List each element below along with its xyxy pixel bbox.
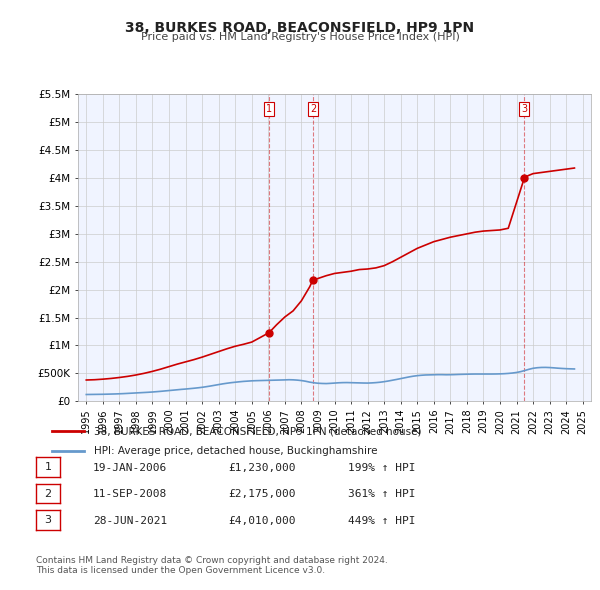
Text: 38, BURKES ROAD, BEACONSFIELD, HP9 1PN: 38, BURKES ROAD, BEACONSFIELD, HP9 1PN xyxy=(125,21,475,35)
Text: £2,175,000: £2,175,000 xyxy=(228,490,296,499)
Text: 19-JAN-2006: 19-JAN-2006 xyxy=(93,463,167,473)
Text: 199% ↑ HPI: 199% ↑ HPI xyxy=(348,463,415,473)
Text: 2: 2 xyxy=(44,489,52,499)
Text: 3: 3 xyxy=(521,104,527,114)
Text: HPI: Average price, detached house, Buckinghamshire: HPI: Average price, detached house, Buck… xyxy=(94,446,377,455)
Text: 449% ↑ HPI: 449% ↑ HPI xyxy=(348,516,415,526)
Text: 38, BURKES ROAD, BEACONSFIELD, HP9 1PN (detached house): 38, BURKES ROAD, BEACONSFIELD, HP9 1PN (… xyxy=(94,427,422,436)
Text: £1,230,000: £1,230,000 xyxy=(228,463,296,473)
Text: 3: 3 xyxy=(44,515,52,525)
Text: £4,010,000: £4,010,000 xyxy=(228,516,296,526)
Text: Price paid vs. HM Land Registry's House Price Index (HPI): Price paid vs. HM Land Registry's House … xyxy=(140,32,460,42)
Text: 1: 1 xyxy=(44,462,52,472)
Text: 28-JUN-2021: 28-JUN-2021 xyxy=(93,516,167,526)
Text: 2: 2 xyxy=(310,104,316,114)
Text: 1: 1 xyxy=(266,104,272,114)
Text: Contains HM Land Registry data © Crown copyright and database right 2024.
This d: Contains HM Land Registry data © Crown c… xyxy=(36,556,388,575)
Text: 361% ↑ HPI: 361% ↑ HPI xyxy=(348,490,415,499)
Text: 11-SEP-2008: 11-SEP-2008 xyxy=(93,490,167,499)
